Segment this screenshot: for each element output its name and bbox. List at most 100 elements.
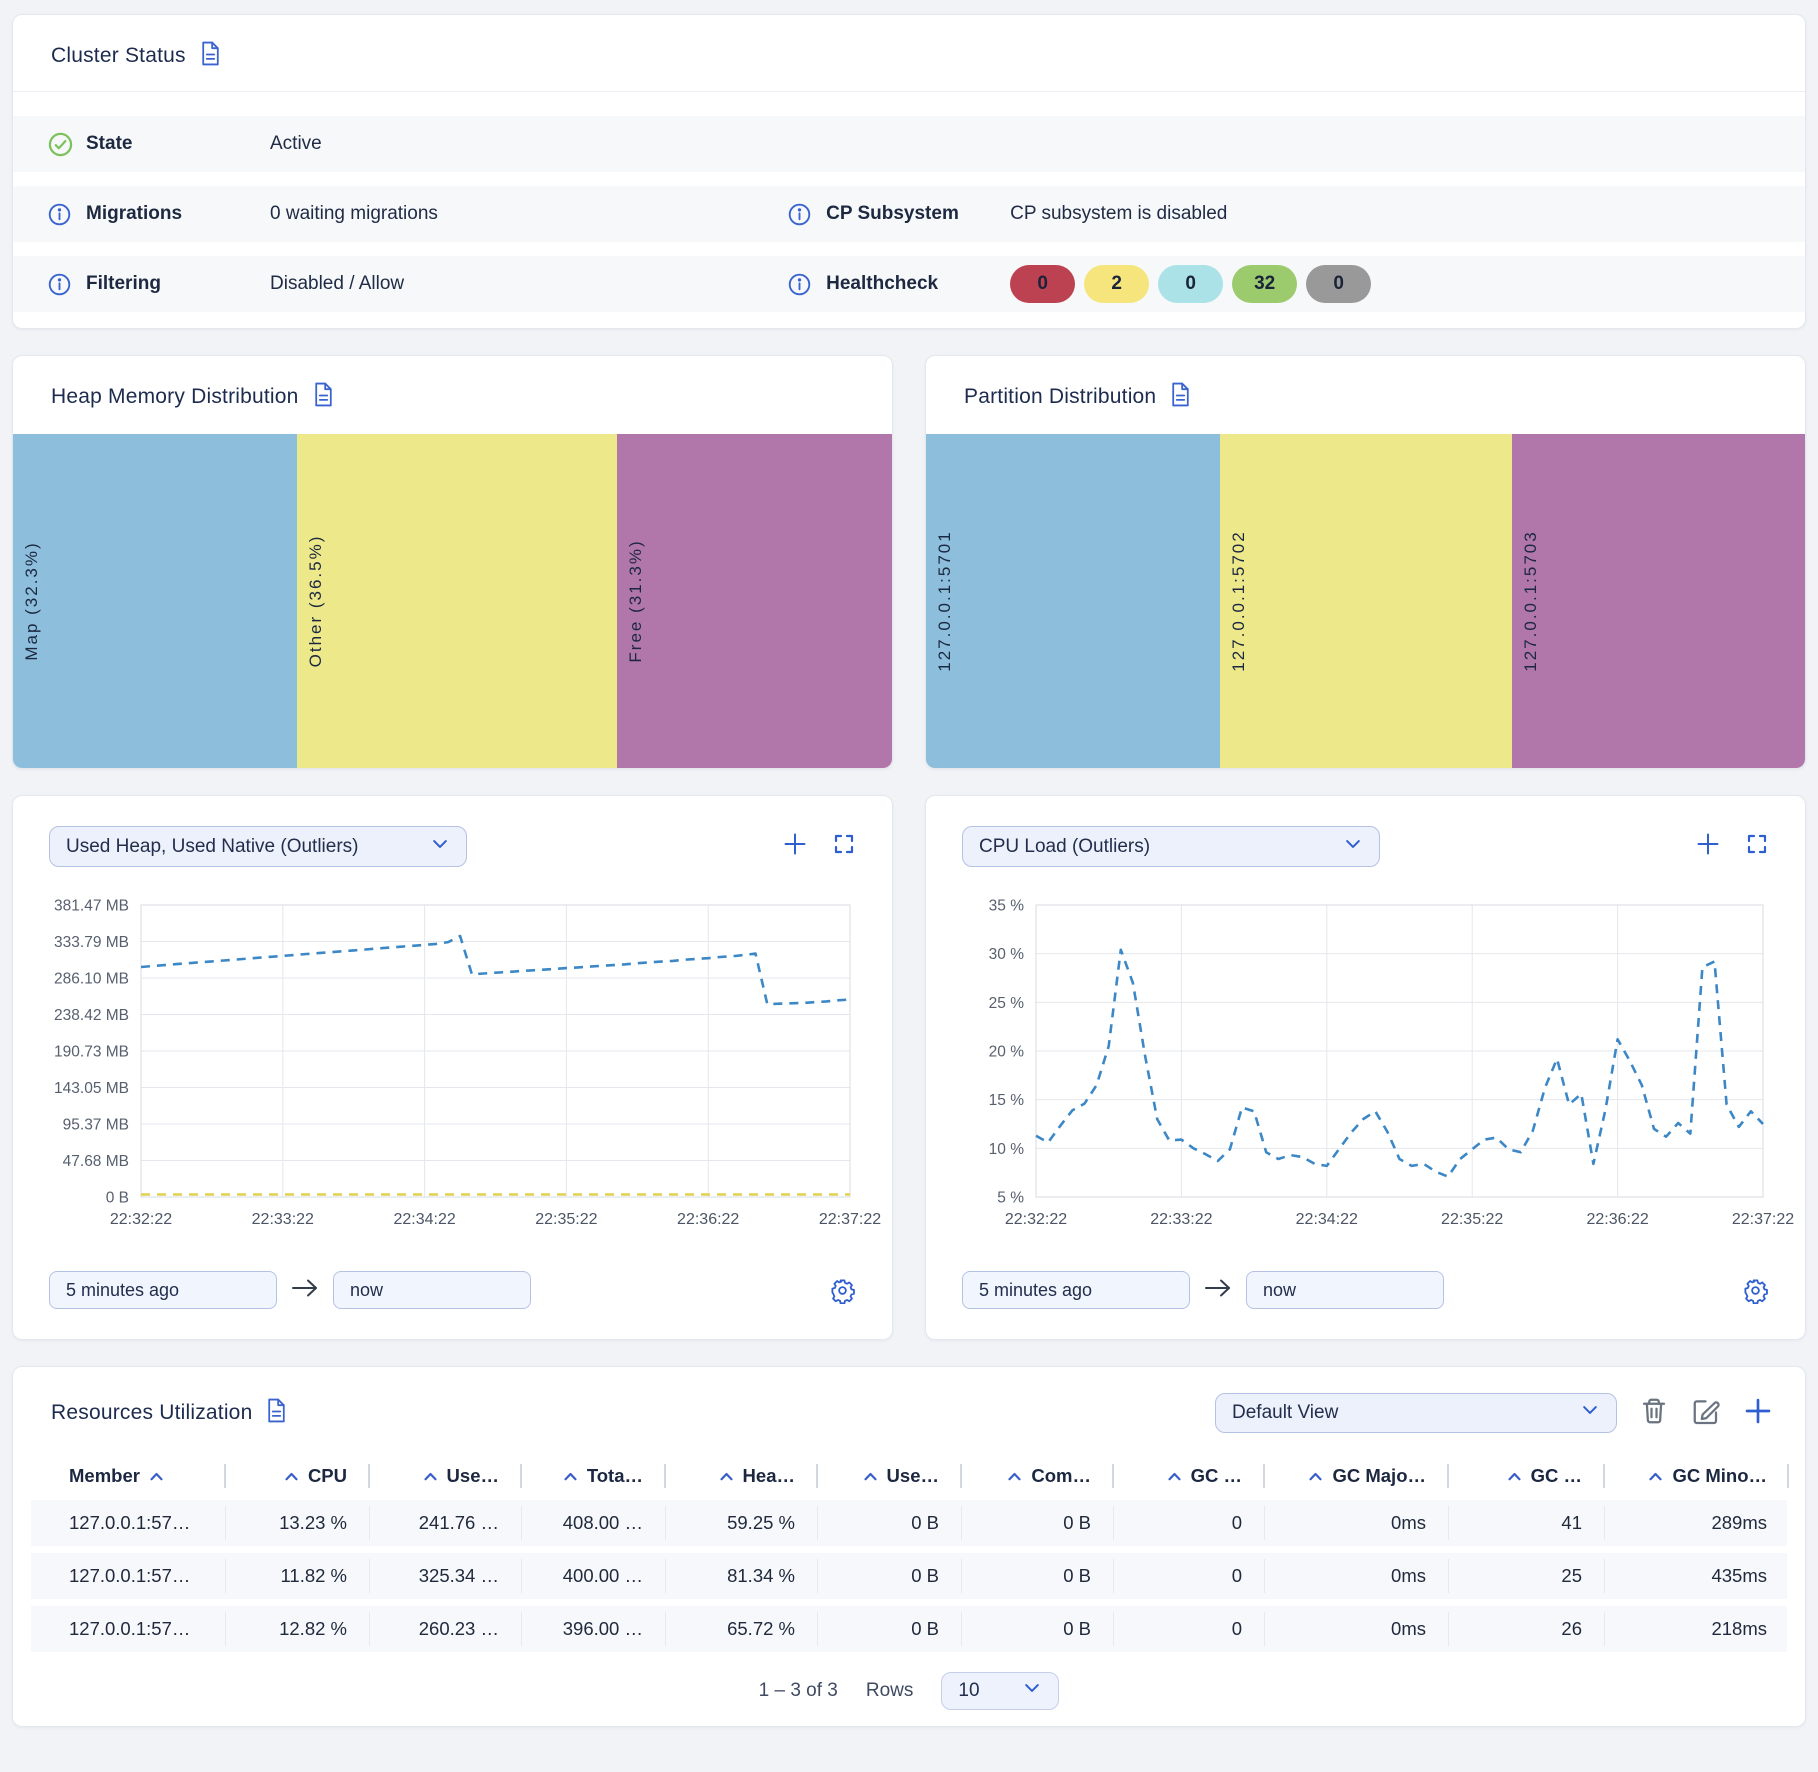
column-header-cpu[interactable]: CPU: [225, 1459, 369, 1493]
metric-selector[interactable]: CPU Load (Outliers): [962, 826, 1380, 867]
fullscreen-icon[interactable]: [832, 832, 856, 861]
doc-icon[interactable]: [313, 382, 334, 412]
time-from-input[interactable]: 5 minutes ago: [962, 1271, 1190, 1309]
segment-label: Other (36.5%): [306, 535, 326, 668]
add-view-icon[interactable]: [1743, 1396, 1773, 1431]
column-label: GC Majo…: [1332, 1465, 1426, 1487]
column-header-gc-mino[interactable]: GC Mino…: [1604, 1459, 1789, 1493]
time-from-input[interactable]: 5 minutes ago: [49, 1271, 277, 1309]
column-label: GC Mino…: [1672, 1465, 1767, 1487]
svg-text:30 %: 30 %: [989, 946, 1025, 963]
svg-text:22:37:22: 22:37:22: [1732, 1211, 1794, 1228]
column-header-gc-majo[interactable]: GC Majo…: [1264, 1459, 1448, 1493]
chart-settings-gear-icon[interactable]: [1742, 1277, 1769, 1304]
doc-icon[interactable]: [1170, 382, 1191, 412]
info-icon[interactable]: [787, 272, 814, 297]
svg-text:22:33:22: 22:33:22: [252, 1211, 314, 1228]
column-header-gc[interactable]: GC …: [1448, 1459, 1604, 1493]
svg-text:286.10 MB: 286.10 MB: [54, 971, 129, 988]
dashboard: Cluster Status State Active Migrations 0…: [0, 0, 1818, 1733]
svg-text:35 %: 35 %: [989, 898, 1025, 915]
fullscreen-icon[interactable]: [1745, 832, 1769, 861]
delete-view-icon[interactable]: [1639, 1396, 1669, 1431]
chart-settings-gear-icon[interactable]: [829, 1277, 856, 1304]
info-icon[interactable]: [47, 272, 74, 297]
table-cell: 12.82 %: [225, 1606, 369, 1652]
column-header-member[interactable]: Member: [31, 1459, 225, 1493]
svg-text:20 %: 20 %: [989, 1044, 1025, 1061]
status-row-filtering: Filtering Disabled / Allow Healthcheck 0…: [13, 256, 1805, 312]
table-cell: 260.23 …: [369, 1606, 521, 1652]
table-cell: 218ms: [1604, 1606, 1789, 1652]
cpu-load-chart: 35 %30 %25 %20 %15 %10 %5 %22:32:2222:33…: [962, 895, 1771, 1233]
svg-text:22:35:22: 22:35:22: [1441, 1211, 1503, 1228]
healthcheck-label: Healthcheck: [826, 273, 1010, 295]
table-row[interactable]: 127.0.0.1:57…13.23 %241.76 …408.00 …59.2…: [31, 1500, 1787, 1546]
table-cell: 408.00 …: [521, 1500, 665, 1546]
rows-per-page-select[interactable]: 10: [941, 1672, 1059, 1710]
doc-icon[interactable]: [266, 1398, 287, 1428]
add-chart-icon[interactable]: [782, 831, 808, 862]
sort-caret-icon: [863, 1471, 878, 1482]
segment-label: 127.0.0.1:5701: [935, 530, 955, 671]
table-cell: 0 B: [961, 1500, 1113, 1546]
column-label: Use…: [887, 1465, 939, 1487]
column-header-use[interactable]: Use…: [369, 1459, 521, 1493]
partition-distribution-title: Partition Distribution: [964, 385, 1156, 409]
column-label: Member: [69, 1465, 140, 1487]
column-label: Use…: [447, 1465, 499, 1487]
table-cell: 0 B: [817, 1500, 961, 1546]
column-label: GC …: [1191, 1465, 1242, 1487]
svg-text:0 B: 0 B: [106, 1190, 129, 1207]
view-selector-value: Default View: [1232, 1402, 1338, 1424]
column-label: GC …: [1531, 1465, 1582, 1487]
info-icon[interactable]: [787, 202, 814, 227]
svg-text:190.73 MB: 190.73 MB: [54, 1044, 129, 1061]
healthcheck-badge: 0: [1010, 265, 1075, 303]
resources-utilization-card: Resources Utilization Default View Membe…: [12, 1366, 1806, 1727]
table-cell: 0ms: [1264, 1500, 1448, 1546]
info-icon[interactable]: [47, 202, 74, 227]
svg-text:22:32:22: 22:32:22: [110, 1211, 172, 1228]
chevron-down-icon: [1022, 1678, 1042, 1704]
table-cell: 400.00 …: [521, 1553, 665, 1599]
time-from-value: 5 minutes ago: [979, 1280, 1092, 1301]
sort-caret-icon: [149, 1471, 164, 1482]
table-row[interactable]: 127.0.0.1:57…12.82 %260.23 …396.00 …65.7…: [31, 1606, 1787, 1652]
healthcheck-badge: 0: [1158, 265, 1223, 303]
table-cell: 241.76 …: [369, 1500, 521, 1546]
time-from-value: 5 minutes ago: [66, 1280, 179, 1301]
filtering-value: Disabled / Allow: [270, 273, 404, 295]
table-cell: 0: [1113, 1553, 1264, 1599]
metric-selector[interactable]: Used Heap, Used Native (Outliers): [49, 826, 467, 867]
chevron-down-icon: [430, 834, 450, 860]
time-to-input[interactable]: now: [333, 1271, 531, 1309]
svg-text:25 %: 25 %: [989, 995, 1025, 1012]
arrow-right-icon: [1203, 1277, 1233, 1304]
rows-per-page-label: Rows: [866, 1680, 914, 1702]
table-cell: 0ms: [1264, 1606, 1448, 1652]
healthcheck-badge: 32: [1232, 265, 1297, 303]
view-selector[interactable]: Default View: [1215, 1393, 1617, 1433]
table-row[interactable]: 127.0.0.1:57…11.82 %325.34 …400.00 …81.3…: [31, 1553, 1787, 1599]
used-heap-chart-card: Used Heap, Used Native (Outliers) 381.47…: [12, 795, 893, 1340]
column-header-gc[interactable]: GC …: [1113, 1459, 1264, 1493]
table-cell: 0 B: [817, 1606, 961, 1652]
column-header-hea[interactable]: Hea…: [665, 1459, 817, 1493]
column-header-use[interactable]: Use…: [817, 1459, 961, 1493]
table-cell: 0ms: [1264, 1553, 1448, 1599]
svg-text:22:35:22: 22:35:22: [535, 1211, 597, 1228]
migrations-value: 0 waiting migrations: [270, 203, 438, 225]
heap-memory-distribution-card: Heap Memory Distribution Map (32.3%)Othe…: [12, 355, 893, 769]
svg-text:238.42 MB: 238.42 MB: [54, 1007, 129, 1024]
doc-icon[interactable]: [200, 41, 221, 71]
column-header-com[interactable]: Com…: [961, 1459, 1113, 1493]
distribution-segment: Free (31.3%): [617, 434, 892, 768]
table-body: 127.0.0.1:57…13.23 %241.76 …408.00 …59.2…: [31, 1500, 1787, 1652]
time-to-input[interactable]: now: [1246, 1271, 1444, 1309]
edit-view-icon[interactable]: [1691, 1396, 1721, 1431]
svg-text:22:37:22: 22:37:22: [819, 1211, 881, 1228]
column-header-tota[interactable]: Tota…: [521, 1459, 665, 1493]
add-chart-icon[interactable]: [1695, 831, 1721, 862]
table-cell: 26: [1448, 1606, 1604, 1652]
